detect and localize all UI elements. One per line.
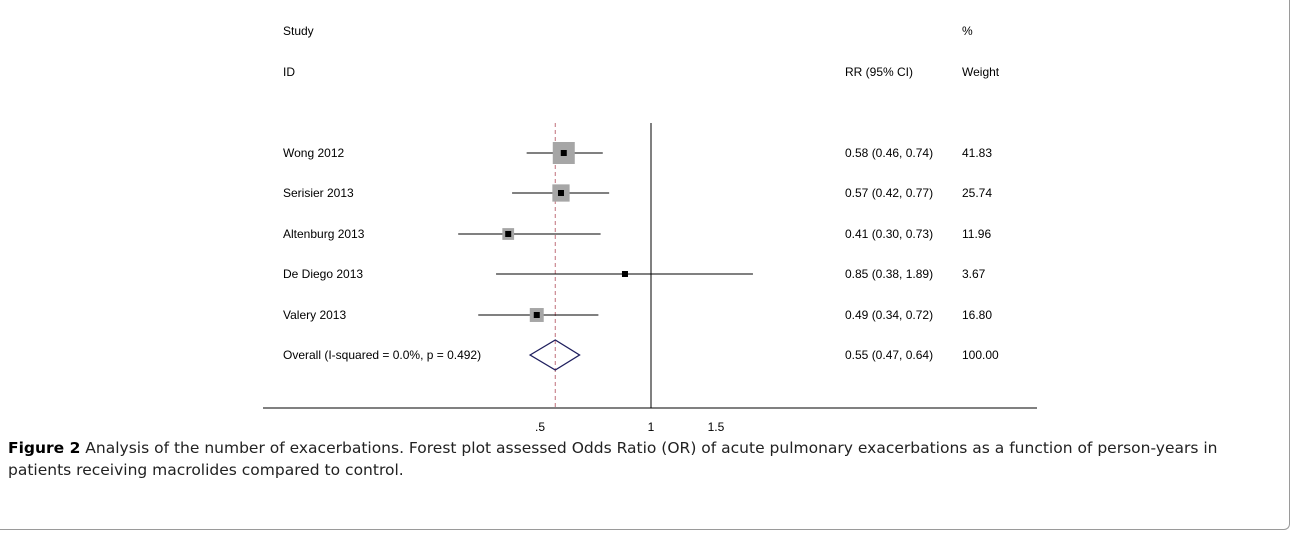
forest-plot: Study ID % RR (95% CI) Weight .5 1 1.5 Wong… <box>263 24 1037 434</box>
study-label: Serisier 2013 <box>283 186 354 200</box>
overall-diamond <box>528 339 581 371</box>
study-weight: 3.67 <box>962 267 986 281</box>
header-percent: % <box>962 24 973 38</box>
study-weight: 25.74 <box>962 186 992 200</box>
study-point-estimate <box>621 271 628 277</box>
figure-caption: Figure 2 Analysis of the number of exace… <box>8 437 1278 481</box>
x-tick-label: 1 <box>648 420 655 434</box>
study-rr-ci: 0.41 (0.30, 0.73) <box>845 227 933 241</box>
study-rr-ci: 0.85 (0.38, 1.89) <box>845 267 933 281</box>
study-rr-ci: 0.57 (0.42, 0.77) <box>845 186 933 200</box>
study-point-estimate <box>533 312 540 318</box>
header-weight: Weight <box>962 65 1000 79</box>
study-label: De Diego 2013 <box>283 267 363 281</box>
study-rr-ci: 0.49 (0.34, 0.72) <box>845 308 933 322</box>
header-id: ID <box>283 65 295 79</box>
study-label: Altenburg 2013 <box>283 227 365 241</box>
caption-text: Analysis of the number of exacerbations.… <box>8 439 1218 479</box>
caption-label: Figure 2 <box>8 439 81 457</box>
study-point-estimate <box>560 150 567 156</box>
header-study: Study <box>283 24 314 38</box>
study-label: Valery 2013 <box>283 308 346 322</box>
study-weight: 11.96 <box>962 227 991 241</box>
study-rr-ci: 0.58 (0.46, 0.74) <box>845 146 933 160</box>
overall-label: Overall (I-squared = 0.0%, p = 0.492) <box>283 348 481 362</box>
study-label: Wong 2012 <box>283 146 344 160</box>
x-tick-label: .5 <box>535 420 545 434</box>
x-tick-label: 1.5 <box>708 420 725 434</box>
header-rr-ci: RR (95% CI) <box>845 65 913 79</box>
study-point-estimate <box>505 231 512 237</box>
study-weight: 41.83 <box>962 146 992 160</box>
overall-weight: 100.00 <box>962 348 999 362</box>
overall-rr-ci: 0.55 (0.47, 0.64) <box>845 348 933 362</box>
study-weight: 16.80 <box>962 308 992 322</box>
study-point-estimate <box>557 190 564 196</box>
